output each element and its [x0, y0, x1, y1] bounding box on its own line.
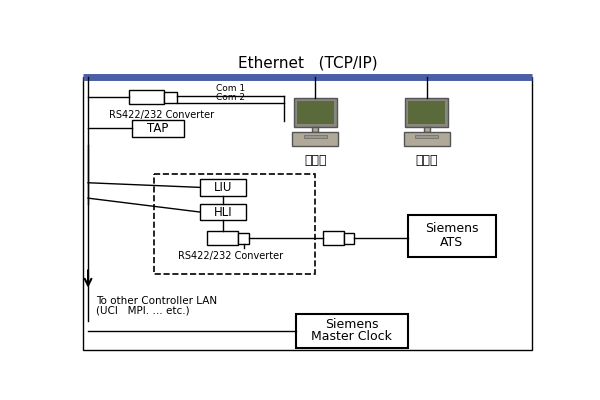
- Text: To other Controller LAN: To other Controller LAN: [96, 296, 217, 306]
- Bar: [238, 233, 249, 244]
- Text: (UCI   MPI. … etc.): (UCI MPI. … etc.): [96, 306, 190, 316]
- Bar: [297, 101, 334, 124]
- Bar: [415, 135, 439, 138]
- Bar: [304, 135, 327, 138]
- Bar: [208, 231, 238, 245]
- Bar: [200, 204, 246, 220]
- Bar: [292, 132, 338, 146]
- Bar: [293, 98, 337, 127]
- Text: Siemens: Siemens: [325, 318, 379, 331]
- Bar: [83, 77, 532, 350]
- Text: LIU: LIU: [214, 181, 232, 194]
- Bar: [129, 90, 164, 104]
- Bar: [296, 314, 407, 348]
- Text: ATS: ATS: [440, 236, 464, 248]
- Bar: [323, 231, 344, 245]
- Text: RS422/232 Converter: RS422/232 Converter: [178, 251, 283, 261]
- Bar: [132, 120, 184, 136]
- Text: HLI: HLI: [214, 206, 232, 218]
- Bar: [200, 179, 246, 196]
- Text: 备份站: 备份站: [416, 154, 438, 167]
- Text: Com 2: Com 2: [216, 93, 245, 102]
- Text: TAP: TAP: [148, 122, 169, 134]
- Bar: [404, 132, 450, 146]
- Bar: [154, 174, 315, 274]
- Bar: [344, 233, 354, 244]
- Bar: [164, 92, 178, 103]
- Text: Siemens: Siemens: [425, 222, 479, 235]
- Bar: [312, 127, 318, 132]
- Bar: [424, 127, 430, 132]
- Text: Ethernet   (TCP/IP): Ethernet (TCP/IP): [238, 56, 377, 71]
- Text: Master Clock: Master Clock: [311, 330, 392, 343]
- Bar: [405, 98, 448, 127]
- Bar: [407, 215, 496, 258]
- Bar: [409, 101, 445, 124]
- Text: 工作站: 工作站: [304, 154, 326, 167]
- Text: Com 1: Com 1: [216, 84, 245, 94]
- Text: RS422/232 Converter: RS422/232 Converter: [109, 110, 214, 120]
